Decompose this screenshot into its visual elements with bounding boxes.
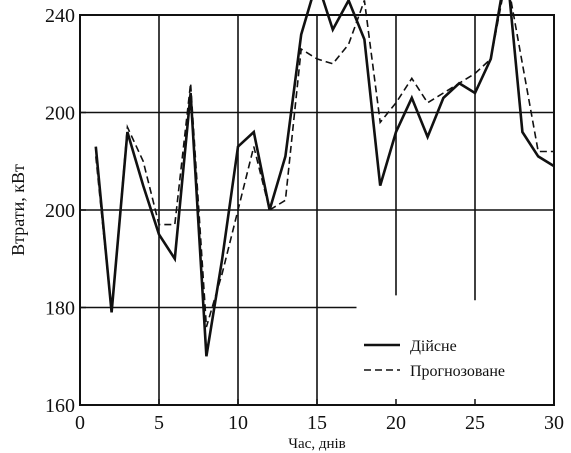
- x-tick-label: 15: [307, 412, 327, 434]
- x-tick-label: 5: [154, 412, 164, 434]
- legend: Дійсне Прогнозоване: [364, 338, 505, 380]
- y-axis: 160 180 200 200 240: [45, 5, 86, 417]
- series-line-forecast: [95, 0, 554, 328]
- x-axis: 0 5 10 15 20 25 30: [75, 399, 564, 434]
- x-tick-label: 0: [75, 412, 85, 434]
- x-axis-title: Час, днів: [288, 436, 345, 452]
- x-tick-label: 20: [386, 412, 406, 434]
- x-tick-label: 30: [544, 412, 564, 434]
- legend-label: Прогнозоване: [410, 363, 505, 380]
- x-tick-label: 10: [228, 412, 248, 434]
- series-line-actual: [94, 0, 555, 357]
- series-lines: [94, 0, 555, 357]
- y-tick-label: 240: [45, 5, 75, 27]
- y-tick-label: 200: [45, 200, 75, 222]
- legend-label: Дійсне: [410, 338, 457, 355]
- y-tick-label: 200: [45, 103, 75, 125]
- x-tick-label: 25: [465, 412, 485, 434]
- y-axis-title: Втрати, кВт: [8, 164, 28, 256]
- y-tick-label: 160: [45, 395, 75, 417]
- y-tick-label: 180: [45, 298, 75, 320]
